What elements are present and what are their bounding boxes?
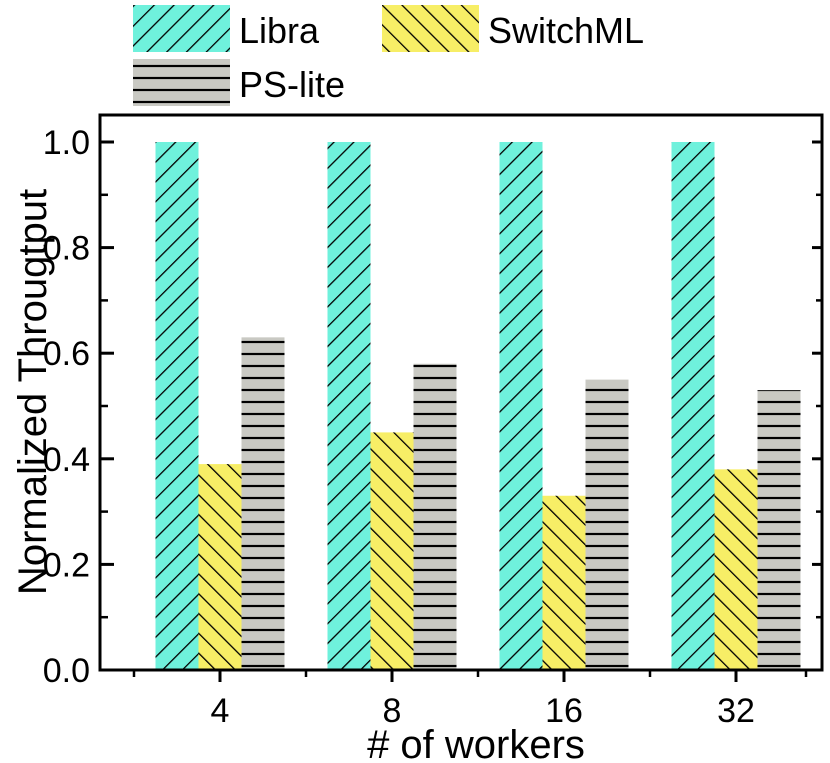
y-tick-label: 0.2	[43, 546, 90, 584]
bar-ps-lite-8	[413, 363, 457, 670]
legend-swatch-libra	[133, 5, 230, 52]
x-tick-label: 8	[383, 692, 402, 730]
legend-swatch-ps-lite	[133, 59, 230, 106]
bar-libra-16	[499, 142, 543, 670]
legend-label-switchml: SwitchML	[488, 10, 644, 51]
bar-ps-lite-32	[757, 390, 801, 670]
y-tick-label: 0.6	[43, 335, 90, 373]
legend: Libra SwitchML PS-lite	[133, 5, 644, 106]
legend-label-ps-lite: PS-lite	[239, 64, 345, 105]
bar-libra-32	[671, 142, 715, 670]
bar-switchml-4	[198, 464, 242, 670]
x-axis-title: # of workers	[367, 723, 585, 763]
y-axis: 0.0 0.2 0.4 0.6 0.8 1.0	[43, 124, 822, 690]
legend-label-libra: Libra	[239, 10, 320, 51]
x-tick-label: 16	[545, 692, 583, 730]
y-tick-label: 0.0	[43, 652, 90, 690]
y-tick-label: 1.0	[43, 124, 90, 162]
x-tick-label: 4	[211, 692, 230, 730]
bar-switchml-16	[542, 495, 586, 670]
bars-group	[155, 142, 801, 670]
bar-libra-8	[327, 142, 371, 670]
bar-ps-lite-16	[585, 379, 629, 670]
x-tick-label: 32	[717, 692, 755, 730]
legend-swatch-switchml	[382, 5, 479, 52]
bar-libra-4	[155, 142, 199, 670]
plot-frame	[98, 113, 824, 672]
y-axis-title: Normalized Througtput	[11, 189, 55, 595]
y-tick-label: 0.8	[43, 230, 90, 268]
x-axis: 4 8 16 32	[132, 670, 808, 730]
bar-switchml-8	[370, 432, 414, 670]
bar-ps-lite-4	[241, 337, 285, 670]
y-tick-label: 0.4	[43, 441, 90, 479]
bar-switchml-32	[714, 469, 758, 670]
